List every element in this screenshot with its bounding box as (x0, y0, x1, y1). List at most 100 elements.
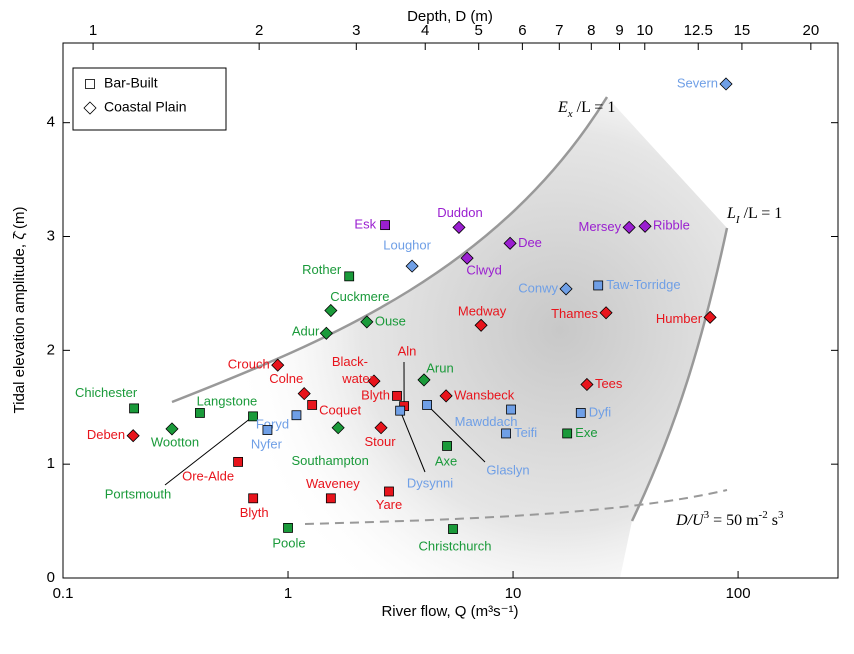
point-label: Yare (376, 497, 403, 512)
legend-label: Coastal Plain (104, 99, 187, 115)
marker (449, 525, 458, 534)
point-label: Colne (269, 371, 303, 386)
point-label: Arun (426, 360, 453, 375)
marker (249, 494, 258, 503)
marker (393, 391, 402, 400)
marker (130, 404, 139, 413)
x-tick-label: 100 (726, 585, 751, 602)
marker (308, 400, 317, 409)
point-label: Mersey (579, 219, 622, 234)
y-tick-label: 3 (47, 227, 55, 244)
point-label: Thames (551, 306, 598, 321)
point-label: Stour (364, 434, 396, 449)
point-label: Tees (595, 376, 623, 391)
point-label: Cuckmere (330, 289, 389, 304)
marker (507, 405, 516, 414)
x2-tick-label: 2 (255, 22, 263, 39)
legend-label: Bar-Built (104, 75, 158, 91)
annotation-part: /L = 1 (740, 205, 783, 222)
legend-marker (86, 80, 95, 89)
point-label: Langstone (197, 393, 258, 408)
y-tick-label: 0 (47, 569, 55, 586)
x-tick-label: 0.1 (53, 585, 74, 602)
point-label: Christchurch (419, 538, 492, 553)
point-label: Humber (656, 311, 703, 326)
annotation-part: L (726, 205, 736, 222)
x2-tick-label: 12.5 (684, 22, 713, 39)
y-tick-label: 1 (47, 455, 55, 472)
point-label: Exe (575, 425, 597, 440)
x2-tick-label: 1 (89, 22, 97, 39)
x-tick-label: 10 (505, 585, 522, 602)
annotation: D/U3 = 50 m-2 s3 (675, 509, 784, 529)
point-label: Rother (302, 262, 342, 277)
y-tick-label: 4 (47, 114, 55, 131)
marker (166, 423, 178, 435)
point-label: Medway (458, 304, 507, 319)
marker (720, 78, 732, 90)
point-label: Waveney (306, 476, 360, 491)
y-axis-label: Tidal elevation amplitude, ζ̂ (m) (11, 207, 28, 414)
x2-tick-label: 7 (555, 22, 563, 39)
point-label: Blyth (240, 505, 269, 520)
point-label: Ore-Alde (182, 468, 234, 483)
x2-tick-label: 3 (352, 22, 360, 39)
marker (326, 494, 335, 503)
marker (345, 272, 354, 281)
point-label: Crouch (228, 357, 270, 372)
point-label-line: Black- (332, 355, 368, 370)
x2-tick-label: 10 (636, 22, 653, 39)
annotation-part: = 50 m (709, 512, 759, 529)
point-label: Loughor (383, 238, 431, 253)
marker (443, 441, 452, 450)
point-label: Teifi (514, 425, 537, 440)
point-label: Poole (272, 535, 305, 550)
x2-tick-label: 5 (475, 22, 483, 39)
annotation-part: E (557, 99, 568, 116)
marker (263, 426, 272, 435)
annotation-part: D/U (675, 512, 705, 529)
x-axis-label: River flow, Q (m³s⁻¹) (381, 603, 518, 620)
x2-tick-label: 9 (615, 22, 623, 39)
point-label: Blyth (361, 387, 390, 402)
point-label: Adur (292, 324, 320, 339)
point-label-line: water (341, 372, 374, 387)
marker (594, 281, 603, 290)
marker (563, 429, 572, 438)
point-label: Southampton (291, 453, 368, 468)
annotation-part: -2 (759, 509, 768, 521)
x2-tick-label: 4 (421, 22, 429, 39)
marker (423, 400, 432, 409)
point-label: Ouse (375, 313, 406, 328)
point-label: Clwyd (466, 263, 501, 278)
point-label: Taw-Torridge (606, 277, 680, 292)
marker (406, 260, 418, 272)
marker (576, 408, 585, 417)
x-tick-label: 1 (284, 585, 292, 602)
point-label: Chichester (75, 385, 138, 400)
marker (381, 221, 390, 230)
point-label: Dee (518, 235, 542, 250)
annotation-part: s (768, 512, 778, 529)
point-label: Deben (87, 427, 125, 442)
point-label: Dyfi (589, 404, 612, 419)
point-label: Portsmouth (105, 486, 171, 501)
marker (325, 305, 337, 317)
marker (284, 523, 293, 532)
point-label: Glaslyn (486, 462, 529, 477)
point-label: Wootton (151, 434, 199, 449)
point-label: Severn (677, 75, 718, 90)
annotation-part: /L = 1 (573, 99, 616, 116)
marker (292, 411, 301, 420)
point-label: Wansbeck (454, 387, 515, 402)
point-label: Mawddach (455, 414, 518, 429)
marker (453, 221, 465, 233)
marker (127, 430, 139, 442)
annotation-part: 3 (778, 509, 784, 521)
x2-tick-label: 8 (587, 22, 595, 39)
point-label: Ribble (653, 218, 690, 233)
point-label: Coquet (319, 402, 361, 417)
point-label: Foryd (256, 417, 289, 432)
point-label: Duddon (437, 205, 483, 220)
